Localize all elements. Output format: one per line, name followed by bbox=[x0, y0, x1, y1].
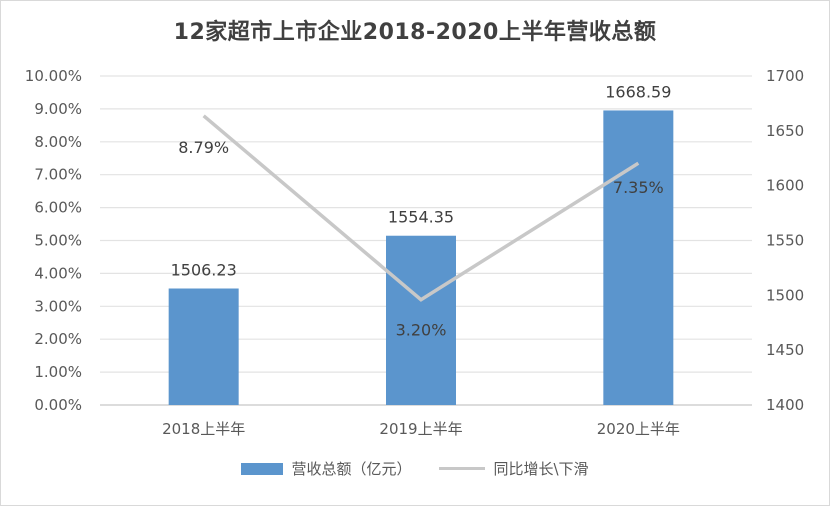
bar-value-label: 1506.23 bbox=[171, 261, 237, 280]
legend: 营收总额（亿元） 同比增长\下滑 bbox=[0, 458, 830, 479]
line-value-label: 8.79% bbox=[178, 138, 229, 157]
y-right-tick: 1500 bbox=[766, 286, 804, 304]
bar-value-label: 1554.35 bbox=[388, 208, 454, 227]
y-right-tick: 1550 bbox=[766, 232, 804, 250]
x-category-label: 2020上半年 bbox=[597, 420, 680, 438]
legend-bar-label: 营收总额（亿元） bbox=[291, 460, 412, 478]
y-right-tick: 1650 bbox=[766, 122, 804, 140]
y-left-tick: 7.00% bbox=[34, 166, 82, 184]
x-category-label: 2019上半年 bbox=[379, 420, 462, 438]
y-right-tick: 1400 bbox=[766, 396, 804, 414]
x-category-label: 2018上半年 bbox=[162, 420, 245, 438]
y-left-tick: 0.00% bbox=[34, 396, 82, 414]
growth-line bbox=[202, 114, 640, 302]
legend-line-swatch bbox=[439, 467, 486, 470]
y-right-tick: 1700 bbox=[766, 67, 804, 85]
line-value-label: 3.20% bbox=[396, 321, 447, 340]
y-left-tick: 3.00% bbox=[34, 297, 82, 315]
y-right-tick: 1450 bbox=[766, 341, 804, 359]
line-value-label: 7.35% bbox=[613, 178, 664, 197]
y-right-tick: 1600 bbox=[766, 177, 804, 195]
y-left-tick: 9.00% bbox=[34, 100, 82, 118]
bar bbox=[603, 110, 674, 406]
y-left-tick: 4.00% bbox=[34, 264, 82, 282]
bar bbox=[386, 235, 456, 405]
y-left-tick: 2.00% bbox=[34, 330, 82, 348]
legend-bar-swatch bbox=[241, 462, 284, 475]
bar bbox=[168, 288, 239, 405]
y-left-tick: 6.00% bbox=[34, 199, 82, 217]
y-left-tick: 5.00% bbox=[34, 232, 82, 250]
y-left-tick: 10.00% bbox=[25, 67, 82, 85]
y-left-tick: 1.00% bbox=[34, 363, 82, 381]
chart-title: 12家超市上市企业2018-2020上半年营收总额 bbox=[173, 20, 657, 45]
y-left-tick: 8.00% bbox=[34, 133, 82, 151]
bar-value-label: 1668.59 bbox=[605, 82, 671, 101]
legend-line-label: 同比增长\下滑 bbox=[493, 460, 589, 478]
